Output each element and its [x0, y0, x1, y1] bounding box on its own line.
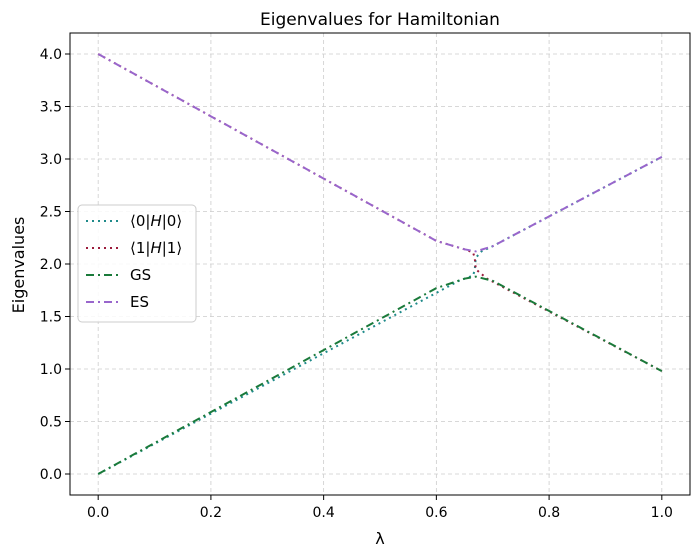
y-tick-label: 1.5: [40, 310, 62, 326]
y-axis-ticks: 0.0 0.5 1.0 1.5 2.0 2.5 3.0 3.5 4.0: [40, 47, 70, 483]
x-tick-label: 0.4: [313, 505, 335, 521]
x-axis-ticks: 0.0 0.2 0.4 0.6 0.8 1.0: [87, 495, 673, 521]
x-tick-label: 1.0: [651, 505, 673, 521]
legend-label-part: H: [150, 239, 161, 257]
legend-label: GS: [130, 266, 151, 284]
series-line-3: [97, 53, 663, 253]
x-axis-label: λ: [375, 529, 384, 548]
legend-box: [77, 204, 197, 323]
series-lines: [97, 53, 663, 475]
legend-label: ⟨0|H|0⟩: [130, 212, 182, 230]
y-axis-label: Eigenvalues: [9, 217, 28, 314]
y-tick-label: 1.0: [40, 362, 62, 378]
y-tick-label: 2.5: [40, 205, 62, 221]
legend: ⟨0|H|0⟩ ⟨1|H|1⟩ GS ES: [77, 204, 197, 323]
y-tick-label: 3.5: [40, 100, 62, 116]
x-tick-label: 0.6: [425, 505, 447, 521]
legend-label-part: |1⟩: [162, 239, 182, 257]
chart-title: Eigenvalues for Hamiltonian: [260, 10, 500, 30]
y-tick-label: 2.0: [40, 257, 62, 273]
legend-label: ES: [130, 293, 149, 311]
legend-label-part: ⟨0|: [130, 212, 150, 230]
x-tick-label: 0.0: [87, 505, 109, 521]
legend-label: ⟨1|H|1⟩: [130, 239, 182, 257]
y-tick-label: 4.0: [40, 47, 62, 63]
y-tick-label: 0.5: [40, 415, 62, 431]
y-tick-label: 3.0: [40, 152, 62, 168]
y-tick-label: 0.0: [40, 467, 62, 483]
series-line-2: [97, 275, 663, 475]
legend-label-part: H: [150, 212, 161, 230]
x-tick-label: 0.8: [538, 505, 560, 521]
grid-lines: [70, 33, 690, 495]
legend-label-part: ⟨1|: [130, 239, 150, 257]
legend-label-part: |0⟩: [162, 212, 182, 230]
x-tick-label: 0.2: [200, 505, 222, 521]
